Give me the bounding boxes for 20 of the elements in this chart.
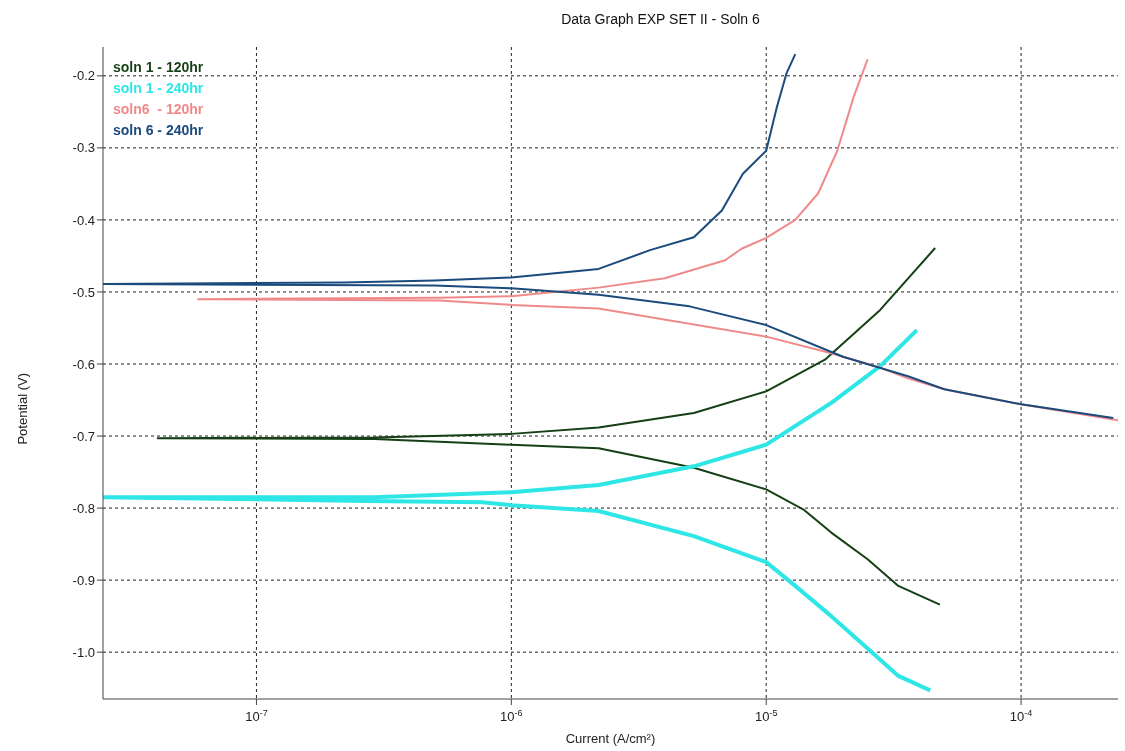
y-axis-title: Potential (V) bbox=[14, 373, 30, 445]
y-tick-label: -0.3 bbox=[72, 140, 95, 156]
y-tick-label: -0.2 bbox=[72, 68, 95, 84]
x-tick-label: 10$^{-5}$ bbox=[754, 708, 778, 724]
y-tick-label: -0.4 bbox=[72, 212, 95, 228]
y-tick-label: -0.5 bbox=[72, 284, 95, 300]
y-tick-label: -0.8 bbox=[72, 500, 95, 516]
x-tick-label: 10$^{-7}$ bbox=[245, 708, 268, 724]
x-tick-label: 10$^{-6}$ bbox=[500, 708, 523, 724]
text: soln6 - 120hr bbox=[113, 100, 204, 119]
x-tick-label: 10$^{-4}$ bbox=[1009, 708, 1033, 724]
text: soln 1 - 240hr bbox=[113, 79, 204, 98]
y-tick-label: -0.9 bbox=[72, 572, 95, 588]
y-tick-label: -0.7 bbox=[72, 428, 95, 444]
y-tick-label: -1.0 bbox=[72, 644, 95, 660]
y-tick-label: -0.6 bbox=[72, 356, 95, 372]
chart-title: Data Graph EXP SET II - Soln 6 bbox=[561, 11, 761, 27]
text: soln 6 - 240hr bbox=[113, 121, 204, 140]
x-axis-title: Current (A/cm²) bbox=[565, 731, 656, 746]
text: soln 1 - 120hr bbox=[113, 58, 204, 77]
